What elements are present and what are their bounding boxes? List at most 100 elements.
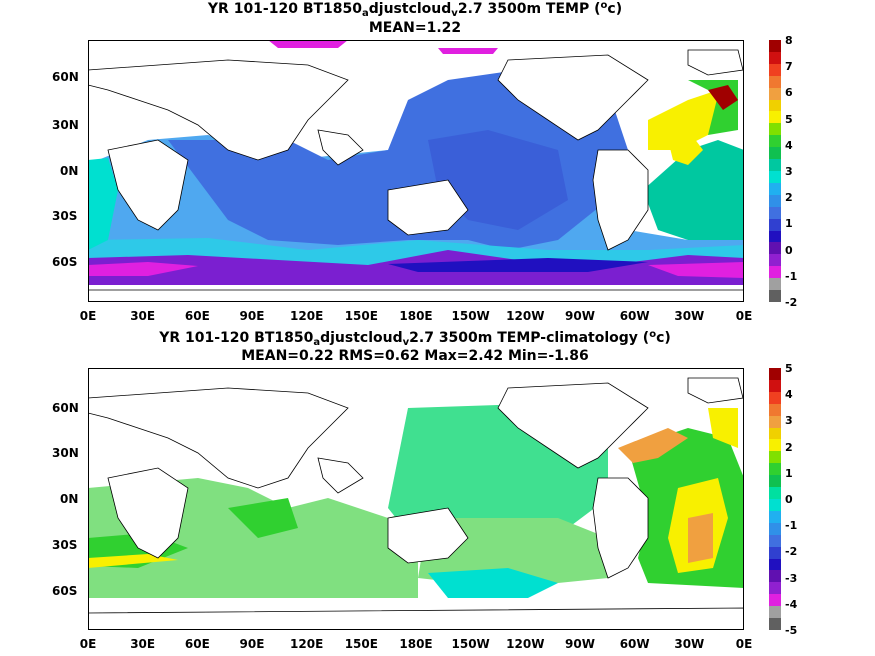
bottom-colorbar-swatch <box>769 570 781 583</box>
bottom-lon-label: 0E <box>79 637 97 651</box>
bottom-lon-label: 180E <box>399 637 433 651</box>
top-lat-label-60n: 60N <box>52 70 79 84</box>
bottom-colorbar-swatch <box>769 391 781 405</box>
top-lon-label: 120E <box>290 309 324 323</box>
bottom-colorbar-tick: 0 <box>785 493 793 506</box>
top-colorbar-tick: 6 <box>785 86 793 100</box>
bottom-lon-label: 60E <box>184 637 210 651</box>
bottom-colorbar-swatch <box>769 558 781 571</box>
bottom-colorbar-swatch <box>769 546 781 560</box>
top-map-stats: MEAN=1.22 <box>368 20 462 36</box>
bottom-colorbar-swatch <box>769 582 781 595</box>
bottom-colorbar-swatch <box>769 379 781 393</box>
top-colorbar-swatch <box>769 182 781 196</box>
top-lon-label: 0E <box>735 309 753 323</box>
bottom-lon-label: 150W <box>451 637 490 651</box>
top-colorbar <box>769 40 781 303</box>
bottom-colorbar-swatch <box>769 439 781 452</box>
top-lon-label: 60E <box>184 309 210 323</box>
bottom-lon-label: 90W <box>565 637 595 651</box>
top-colorbar-tick: 1 <box>785 217 793 231</box>
bottom-lon-label: 0E <box>735 637 753 651</box>
top-colorbar-swatch <box>769 135 781 148</box>
top-lon-label: 90E <box>239 309 265 323</box>
bottom-lon-label: 90E <box>239 637 265 651</box>
top-colorbar-swatch <box>769 278 781 291</box>
bottom-lat-label-60n: 60N <box>52 401 79 415</box>
top-colorbar-swatch <box>769 75 781 89</box>
top-lon-label: 150E <box>344 309 378 323</box>
top-lat-label-60s: 60S <box>52 255 78 269</box>
bottom-colorbar-tick: -3 <box>785 571 798 585</box>
top-colorbar-tick: 8 <box>785 34 793 47</box>
top-colorbar-tick: 4 <box>785 138 793 152</box>
bottom-lat-label-60s: 60S <box>52 584 78 598</box>
top-colorbar-swatch <box>769 159 781 172</box>
top-colorbar-tick: -1 <box>785 269 798 283</box>
top-colorbar-swatch <box>769 40 781 53</box>
bottom-colorbar-swatch <box>769 618 781 631</box>
bottom-lon-axis: 0E 30E 60E 90E 120E 150E 180E 150W 120W 90W 60W 30W… <box>0 637 875 653</box>
bottom-lon-label: 30E <box>130 637 156 651</box>
top-colorbar-tick: 7 <box>785 60 793 74</box>
bottom-colorbar-tick: -4 <box>785 597 798 611</box>
top-colorbar-tick: 5 <box>785 112 793 126</box>
bottom-colorbar-swatch <box>769 487 781 500</box>
bottom-lon-label: 120W <box>506 637 545 651</box>
top-colorbar-swatch <box>769 242 781 255</box>
bottom-map-title: YR 101-120 BT1850adjustcloudv2.7 3500m T… <box>159 329 671 348</box>
bottom-colorbar-swatch <box>769 403 781 417</box>
top-colorbar-tick: 2 <box>785 191 793 205</box>
bottom-colorbar-tick: -5 <box>785 624 798 637</box>
bottom-colorbar-tick: 3 <box>785 414 793 428</box>
bottom-colorbar-swatch <box>769 415 781 429</box>
top-colorbar-tick: 0 <box>785 243 793 257</box>
top-lon-label: 120W <box>506 309 545 323</box>
bottom-anomaly-map <box>88 368 744 630</box>
top-lon-label: 0E <box>79 309 97 323</box>
top-lon-label: 150W <box>451 309 490 323</box>
bottom-colorbar-tick: -2 <box>785 545 798 559</box>
top-colorbar-swatch <box>769 230 781 243</box>
top-colorbar-swatch <box>769 63 781 77</box>
top-map-title: YR 101-120 BT1850adjustcloudv2.7 3500m T… <box>207 0 623 19</box>
top-lon-label: 30W <box>674 309 705 323</box>
top-lat-label-30s: 30S <box>52 209 78 223</box>
bottom-colorbar-tick: 1 <box>785 466 793 480</box>
bottom-colorbar-swatch <box>769 475 781 488</box>
bottom-lat-label-30s: 30S <box>52 538 78 552</box>
top-colorbar-swatch <box>769 290 781 303</box>
top-lon-label: 60W <box>619 309 650 323</box>
bottom-colorbar-swatch <box>769 427 781 440</box>
bottom-colorbar-tick: 5 <box>785 362 793 375</box>
bottom-colorbar-swatch <box>769 594 781 607</box>
top-lon-label: 90W <box>565 309 595 323</box>
bottom-lon-label: 120E <box>290 637 324 651</box>
bottom-land-masses <box>88 377 744 630</box>
top-colorbar-swatch <box>769 206 781 220</box>
top-colorbar-swatch <box>769 194 781 208</box>
top-colorbar-swatch <box>769 266 781 279</box>
bottom-colorbar <box>769 368 781 631</box>
bottom-map-stats: MEAN=0.22 RMS=0.62 Max=2.42 Min=-1.86 <box>241 348 589 364</box>
bottom-colorbar-tick: 4 <box>785 388 793 402</box>
top-lon-label: 30E <box>130 309 156 323</box>
top-lat-label-30n: 30N <box>52 118 79 132</box>
bottom-lon-label: 30W <box>674 637 705 651</box>
top-colorbar-swatch <box>769 87 781 101</box>
bottom-lon-label: 150E <box>344 637 378 651</box>
bottom-colorbar-swatch <box>769 510 781 524</box>
top-temperature-map <box>88 40 744 302</box>
top-colorbar-swatch <box>769 99 781 112</box>
top-lon-label: 180E <box>399 309 433 323</box>
top-colorbar-swatch <box>769 147 781 160</box>
bottom-colorbar-tick: -1 <box>785 519 798 533</box>
bottom-colorbar-swatch <box>769 522 781 536</box>
top-colorbar-swatch <box>769 111 781 124</box>
bottom-colorbar-swatch <box>769 499 781 512</box>
top-colorbar-tick: -2 <box>785 296 798 309</box>
bottom-colorbar-swatch <box>769 534 781 548</box>
top-colorbar-swatch <box>769 254 781 267</box>
top-lat-label-0n: 0N <box>60 164 79 178</box>
top-colorbar-swatch <box>769 171 781 184</box>
